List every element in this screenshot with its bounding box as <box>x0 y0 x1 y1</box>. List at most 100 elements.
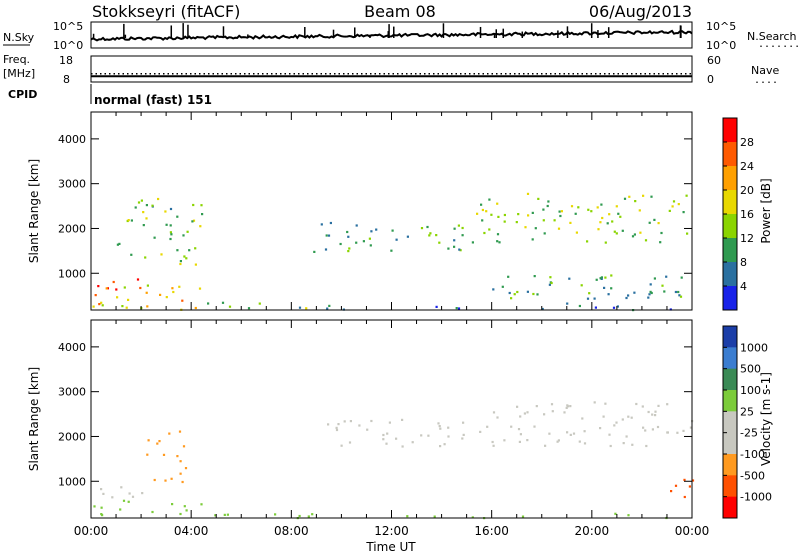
echo-cell <box>524 226 527 229</box>
echo-cell <box>603 286 606 289</box>
echo-cell <box>526 439 529 442</box>
echo-cell <box>519 433 522 436</box>
echo-cell <box>593 297 596 300</box>
echo-cell <box>349 420 352 423</box>
echo-cell <box>517 428 521 431</box>
echo-cell <box>490 213 493 216</box>
echo-cell <box>650 291 653 295</box>
echo-cell <box>176 215 179 218</box>
echo-cell <box>526 411 529 414</box>
echo-cell <box>348 441 352 444</box>
echo-cell <box>572 432 576 435</box>
echo-cell <box>160 253 163 256</box>
echo-cell <box>326 307 329 310</box>
echo-cell <box>551 410 554 413</box>
colorbar-tick-label: -500 <box>740 469 765 482</box>
noise-right-tick-bottom: 10^0 <box>706 39 736 52</box>
echo-cell <box>526 192 530 195</box>
echo-cell <box>179 260 182 263</box>
echo-cell <box>587 208 590 211</box>
echo-cell <box>613 230 616 233</box>
echo-cell <box>516 405 519 408</box>
echo-cell <box>157 197 160 201</box>
echo-cell <box>661 284 664 287</box>
colorbar-segment <box>723 368 737 391</box>
echo-cell <box>653 277 656 280</box>
echo-cell <box>182 234 185 237</box>
echo-cell <box>642 194 645 197</box>
echo-cell <box>623 197 627 200</box>
echo-cell <box>171 287 174 290</box>
echo-cell <box>169 237 172 241</box>
echo-cell <box>648 221 651 224</box>
echo-cell <box>337 423 340 426</box>
echo-cell <box>619 215 622 218</box>
echo-cell <box>198 287 202 290</box>
echo-cell <box>462 433 465 436</box>
echo-cell <box>663 290 666 293</box>
echo-cell <box>653 218 656 221</box>
colorbar-segment <box>723 390 737 412</box>
echo-cell <box>566 404 569 407</box>
echo-cell <box>599 277 602 280</box>
echo-cell <box>375 228 378 231</box>
echo-cell <box>609 444 612 448</box>
echo-cell <box>649 283 652 286</box>
nave-tick-top: 60 <box>707 54 721 67</box>
colorbar-tick-label: 8 <box>740 256 747 269</box>
echo-cell <box>507 275 510 278</box>
cpid-label: CPID <box>8 88 37 101</box>
velocity-colorbar-ticks: 1000 500 100 25 -25 -100 -500 -1000 <box>723 341 772 504</box>
echo-cell <box>612 306 616 309</box>
echo-cell <box>178 285 181 288</box>
echo-cell <box>650 195 653 198</box>
echo-cell <box>325 234 328 237</box>
echo-cell <box>471 516 474 519</box>
echo-cell <box>390 249 393 252</box>
echo-cell <box>159 293 162 296</box>
echo-cell <box>458 248 461 251</box>
echo-cell <box>185 509 188 512</box>
echo-cell <box>676 431 679 434</box>
echo-cell <box>491 440 494 444</box>
time-tick-label: 20:00 <box>575 524 610 538</box>
echo-cell <box>181 480 184 484</box>
echo-cell <box>139 286 142 290</box>
echo-cell <box>453 245 456 248</box>
echo-cell <box>607 293 610 296</box>
echo-cell <box>610 274 613 277</box>
echo-cell <box>165 296 168 299</box>
echo-cell <box>355 241 358 244</box>
echo-cell <box>590 210 593 213</box>
echo-cell <box>604 402 607 405</box>
colorbar-segment <box>723 142 737 167</box>
echo-cell <box>638 209 641 212</box>
echo-cell <box>546 204 549 208</box>
echo-cell <box>192 203 195 207</box>
echo-cell <box>112 280 115 284</box>
echo-cell <box>644 429 647 432</box>
echo-cell <box>145 217 148 220</box>
echo-cell <box>574 212 577 215</box>
echo-cell <box>162 453 166 456</box>
echo-cell <box>335 428 339 432</box>
echo-cell <box>679 295 683 298</box>
nave-right-label: Nave <box>751 64 779 77</box>
echo-cell <box>100 506 103 509</box>
time-tick-label: 08:00 <box>274 524 309 538</box>
echo-cell <box>674 290 677 294</box>
echo-cell <box>101 304 104 307</box>
echo-cell <box>343 420 346 423</box>
echo-cell <box>128 492 131 495</box>
nave-right-legend-dots: .... <box>754 75 778 86</box>
echo-cell <box>597 228 600 231</box>
echo-cell <box>119 508 122 511</box>
echo-cell <box>560 210 563 213</box>
echo-cell <box>411 441 414 444</box>
echo-cell <box>274 513 277 516</box>
echo-cell <box>443 443 446 446</box>
echo-cell <box>600 203 603 206</box>
echo-cell <box>651 428 654 431</box>
echo-cell <box>142 211 145 214</box>
echo-cell <box>192 219 196 222</box>
